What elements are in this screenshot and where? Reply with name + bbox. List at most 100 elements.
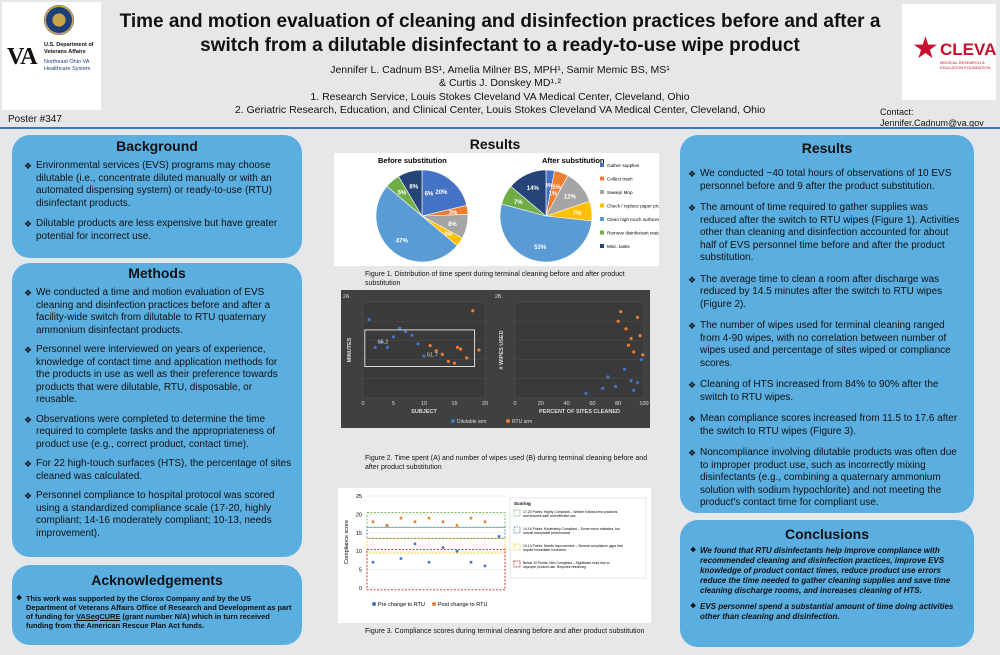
legend-swatch <box>600 203 604 208</box>
methods-item: Personnel were interviewed on years of e… <box>24 344 292 407</box>
legend-label: Pre change to RTU <box>378 602 425 608</box>
figure-2-svg: 2A. 0 5 10 15 20 SUBJECT MINUTES 65.2 51.7 2B. 0 20 4… <box>343 294 649 425</box>
figure-1: Before substitution 20% 3% 8% 3% 47% 5% 8% 6% Aft… <box>334 153 672 266</box>
acknowledgements-panel: Acknowledgements This work was supported… <box>12 565 302 645</box>
data-point <box>413 520 417 524</box>
data-point <box>399 516 403 520</box>
contact-email[interactable]: Jennifer.Cadnum@va.gov <box>880 118 984 128</box>
pie-slice-label: 20% <box>435 190 448 196</box>
data-point <box>477 348 481 352</box>
scoring-key-swatch <box>513 509 521 517</box>
data-point <box>483 520 487 524</box>
x-tick-label: 0 <box>361 401 364 407</box>
data-point <box>434 349 438 353</box>
data-point <box>428 344 432 348</box>
star-icon: ★ <box>912 32 939 65</box>
data-point <box>413 542 417 546</box>
cleva-logo: ★ CLEVA MEDICAL RESEARCH & EDUCATION FOU… <box>902 4 996 100</box>
data-point <box>626 343 631 347</box>
x-tick-label: 20 <box>482 401 488 407</box>
mean-box <box>364 329 476 367</box>
scoring-key-line: 14-16 Points: Moderately Compliant – Som… <box>523 527 620 531</box>
data-point <box>452 361 457 365</box>
data-point <box>601 386 605 390</box>
methods-item: Observations were completed to determine… <box>24 414 292 452</box>
methods-heading: Methods <box>128 265 186 281</box>
y-tick-label: 10 <box>356 549 362 555</box>
annotation: 51.7 <box>427 352 438 358</box>
pie-slice-label: 7% <box>514 200 523 206</box>
scoring-key-item: 10-13 Points: Needs Improvement – Severa… <box>523 544 623 552</box>
y-tick-label: 0 <box>359 586 362 592</box>
results-item: Mean compliance scores increased from 11… <box>688 413 966 438</box>
contact: Contact: Jennifer.Cadnum@va.gov <box>880 107 984 129</box>
figure-3-svg: 0 5 10 15 20 25 Compliance score Pre change to … <box>344 494 647 608</box>
legend-label: RTU arm <box>512 419 532 425</box>
data-point <box>469 560 473 564</box>
scoring-key-line: require immediate correction. <box>523 548 567 552</box>
va-department: U.S. Department of Veterans Affairs <box>44 42 94 55</box>
va-logo-mark: VA <box>7 44 38 70</box>
figure-3: 0 5 10 15 20 25 Compliance score Pre change to … <box>338 488 651 623</box>
data-point <box>632 388 636 392</box>
pie-slice-label: 5% <box>397 191 406 197</box>
y-tick-label: 20 <box>356 512 362 518</box>
scoring-key-swatch <box>513 526 521 534</box>
data-point <box>399 557 403 560</box>
results-item: The amount of time required to gather su… <box>688 202 966 265</box>
data-point <box>455 549 459 553</box>
scoring-key-line: Below 10 Points: Non-Compliant – Signifi… <box>523 561 610 565</box>
legend-label: Check / replace paper products <box>607 204 659 209</box>
data-point <box>455 524 459 527</box>
pie-slice-label: 3% <box>449 210 458 216</box>
compliance-band <box>366 526 506 539</box>
scoring-key-swatch <box>513 543 521 551</box>
data-point <box>373 345 377 349</box>
data-point <box>635 381 640 385</box>
x-tick-label: 10 <box>421 401 427 407</box>
data-point <box>614 384 618 389</box>
scoring-key-line: improper product use. Requires retrainin… <box>523 565 587 569</box>
pie-slice-label: 1% <box>549 191 558 197</box>
authors: Jennifer L. Cadnum BS¹, Amelia Milner BS… <box>240 64 760 90</box>
results-panel: Results We conducted ~40 total hours of … <box>680 135 974 513</box>
data-point <box>441 520 445 524</box>
panel-label: 2A. <box>343 294 351 300</box>
data-point <box>398 326 402 330</box>
ack-text-1: This work was supported by the Clorox Co… <box>26 594 292 621</box>
figure-1-caption: Figure 1. Distribution of time spent dur… <box>365 271 625 287</box>
pie-slice-label: 3% <box>545 183 554 189</box>
conclusions-heading: Conclusions <box>784 526 869 542</box>
data-point <box>465 356 469 360</box>
data-point <box>629 379 633 383</box>
data-point <box>641 353 645 357</box>
background-heading: Background <box>116 138 198 154</box>
affiliation-1: 1. Research Service, Louis Stokes Clevel… <box>310 91 690 103</box>
data-point <box>422 354 426 358</box>
pie-slice-label: 3% <box>443 232 452 238</box>
legend-swatch <box>432 602 436 606</box>
scoring-key-box <box>509 497 647 579</box>
results-item: We conducted ~40 total hours of observat… <box>688 168 966 193</box>
x-axis-label: SUBJECT <box>411 409 437 415</box>
data-point <box>371 520 375 524</box>
methods-list: We conducted a time and motion evaluatio… <box>12 287 302 540</box>
pie-slice <box>421 169 468 217</box>
acknowledgements-text: This work was supported by the Clorox Co… <box>12 594 302 630</box>
pie-slice-label: 47% <box>396 238 409 244</box>
data-point <box>379 340 383 344</box>
x-axis-label: PERCENT OF SITES CLEANED <box>539 409 620 415</box>
legend-swatch <box>600 190 604 194</box>
x-tick-label: 40 <box>564 401 570 407</box>
poster-number: Poster #347 <box>8 114 62 125</box>
legend-swatch <box>506 419 510 423</box>
pie-slice <box>510 169 547 217</box>
legend-label: Gather supplies <box>607 163 640 168</box>
x-tick-label: 5 <box>392 401 395 407</box>
conclusions-item: EVS personnel spend a substantial amount… <box>690 602 966 622</box>
figure-1-svg: Before substitution20%3%8%3%47%5%8%6%Aft… <box>375 156 672 263</box>
pie-slice-label: 53% <box>534 245 547 251</box>
legend-label: Clean high touch surfaces <box>607 217 659 222</box>
figure-3-caption: Figure 3. Compliance scores during termi… <box>365 628 645 635</box>
